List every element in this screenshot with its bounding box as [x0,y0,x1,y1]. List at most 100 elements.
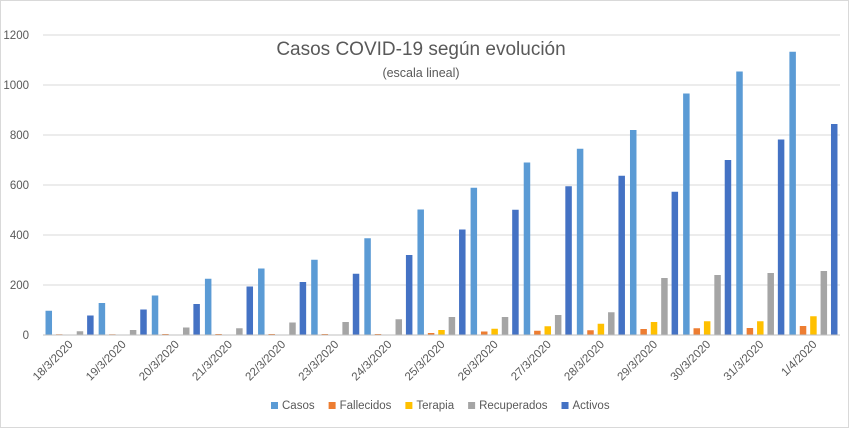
y-tick-label: 1000 [3,80,29,92]
bars [45,51,838,335]
legend-label-recuperados: Recuperados [479,400,548,412]
legend-swatch-fallecidos [328,402,336,409]
bar-fallecidos-13 [746,328,754,335]
bar-recuperados-12 [714,275,721,335]
bar-activos-1 [140,309,147,335]
x-tick-label: 18/3/2020 [31,339,76,384]
bar-terapia-10 [597,323,605,335]
bar-recuperados-13 [767,273,774,335]
x-tick-label: 21/3/2020 [190,339,235,384]
y-tick-label: 200 [10,280,29,292]
y-tick-label: 0 [23,330,29,342]
bar-recuperados-3 [236,328,243,335]
bar-activos-10 [618,175,625,335]
bar-casos-10 [576,148,584,335]
x-tick-label: 20/3/2020 [137,339,182,384]
bar-terapia-7 [438,330,445,335]
y-tick-label: 800 [10,130,29,142]
bar-activos-6 [405,255,413,335]
legend-label-activos: Activos [573,400,610,412]
bar-casos-9 [523,162,531,335]
bar-recuperados-11 [661,278,668,335]
bar-recuperados-6 [395,319,403,335]
legend-swatch-activos [561,402,569,409]
y-tick-label: 400 [10,230,29,242]
bar-casos-13 [736,71,743,335]
x-tick-label: 22/3/2020 [244,339,289,384]
bar-terapia-8 [491,328,498,335]
bar-casos-1 [98,303,106,335]
bar-activos-0 [87,315,94,335]
bar-casos-2 [151,295,159,335]
bar-fallecidos-12 [693,328,701,335]
bar-activos-4 [299,282,307,335]
bar-terapia-13 [757,321,764,335]
gridlines [43,34,840,286]
bar-activos-8 [512,209,519,335]
x-tick-label: 26/3/2020 [456,339,501,384]
legend: Casos Fallecidos Terapia Recuperados Activos [271,400,610,412]
x-axis-ticks: 18/3/2020 19/3/2020 20/3/2020 21/3/2020 22/3… [31,339,820,384]
bar-fallecidos-11 [640,329,647,335]
legend-swatch-recuperados [468,402,476,409]
bar-fallecidos-9 [534,330,541,335]
bar-activos-2 [193,304,200,335]
legend-swatch-casos [271,402,278,409]
bar-recuperados-0 [76,331,84,335]
bar-recuperados-1 [129,330,137,335]
bar-recuperados-8 [501,317,509,335]
bar-terapia-12 [703,321,711,335]
bar-recuperados-10 [608,312,615,335]
chart-subtitle: (escala lineal) [382,66,459,80]
bar-recuperados-14 [820,271,828,335]
bar-recuperados-7 [448,317,456,335]
bar-activos-13 [777,139,785,335]
x-tick-label: 27/3/2020 [509,339,554,384]
bar-recuperados-2 [182,327,190,335]
bar-activos-12 [724,160,732,335]
legend-label-fallecidos: Fallecidos [340,400,392,412]
bar-recuperados-9 [554,315,562,335]
bar-casos-14 [789,51,796,335]
bar-casos-0 [45,310,53,335]
bar-activos-7 [459,229,466,335]
bar-terapia-11 [650,322,658,335]
bar-activos-5 [352,273,360,335]
x-tick-label: 19/3/2020 [84,339,129,384]
bar-activos-11 [671,191,679,335]
legend-label-casos: Casos [282,400,315,412]
bar-casos-4 [258,268,265,335]
bar-terapia-9 [544,326,552,335]
y-tick-label: 600 [10,180,29,192]
bar-fallecidos-10 [587,330,594,335]
y-axis-ticks: 0 200 400 600 800 1000 1200 [3,30,29,342]
bar-fallecidos-8 [480,331,488,335]
bar-casos-3 [204,278,212,335]
x-tick-label: 23/3/2020 [297,339,342,384]
chart-title: Casos COVID-19 según evolución [276,39,565,60]
x-tick-label: 30/3/2020 [669,339,714,384]
bar-recuperados-4 [289,322,296,335]
x-tick-label: 28/3/2020 [562,339,607,384]
y-tick-label: 1200 [3,30,29,42]
bar-recuperados-5 [342,322,349,335]
bar-activos-9 [565,186,572,335]
bar-terapia-14 [810,316,817,335]
bar-fallecidos-7 [427,333,435,335]
bar-casos-7 [417,209,424,335]
bar-fallecidos-14 [799,326,807,335]
bar-casos-11 [629,130,637,335]
bar-casos-12 [683,93,690,335]
x-tick-label: 24/3/2020 [350,339,395,384]
x-tick-label: 1/4/2020 [779,339,819,379]
legend-swatch-terapia [405,402,413,409]
x-tick-label: 31/3/2020 [722,339,767,384]
x-tick-label: 25/3/2020 [403,339,448,384]
bar-activos-14 [830,124,838,335]
legend-label-terapia: Terapia [416,400,454,412]
bar-activos-3 [246,286,254,335]
bar-casos-6 [364,238,371,335]
bar-casos-5 [311,259,318,335]
bar-casos-8 [470,187,478,335]
